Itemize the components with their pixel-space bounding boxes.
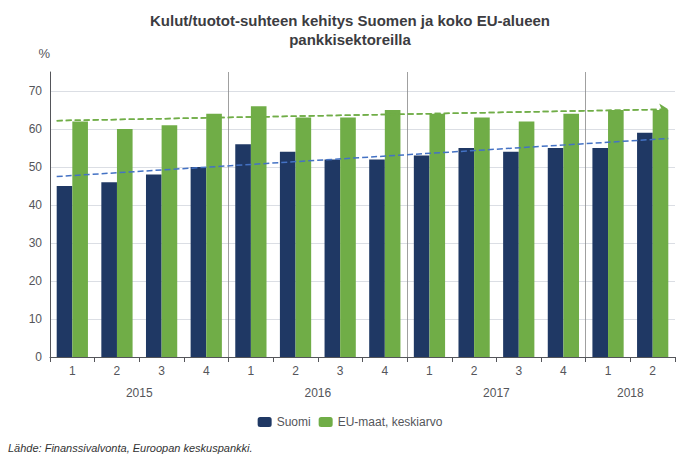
svg-text:30: 30 bbox=[29, 236, 43, 250]
svg-text:70: 70 bbox=[29, 84, 43, 98]
svg-text:20: 20 bbox=[29, 274, 43, 288]
svg-text:Suomi: Suomi bbox=[277, 415, 311, 429]
svg-text:60: 60 bbox=[29, 122, 43, 136]
svg-text:3: 3 bbox=[337, 364, 344, 378]
svg-text:10: 10 bbox=[29, 312, 43, 326]
svg-text:2: 2 bbox=[471, 364, 478, 378]
svg-text:4: 4 bbox=[560, 364, 567, 378]
svg-text:3: 3 bbox=[158, 364, 165, 378]
svg-text:2018: 2018 bbox=[617, 386, 644, 400]
svg-text:40: 40 bbox=[29, 198, 43, 212]
svg-text:%: % bbox=[38, 46, 50, 61]
svg-text:1: 1 bbox=[426, 364, 433, 378]
svg-text:4: 4 bbox=[203, 364, 210, 378]
svg-text:4: 4 bbox=[381, 364, 388, 378]
svg-text:1: 1 bbox=[248, 364, 255, 378]
svg-text:2: 2 bbox=[649, 364, 656, 378]
svg-text:Kulut/tuotot-suhteen kehitys S: Kulut/tuotot-suhteen kehitys Suomen ja k… bbox=[150, 12, 550, 29]
svg-text:50: 50 bbox=[29, 160, 43, 174]
svg-text:2: 2 bbox=[292, 364, 299, 378]
svg-text:pankkisektoreilla: pankkisektoreilla bbox=[289, 31, 411, 48]
svg-text:3: 3 bbox=[515, 364, 522, 378]
svg-text:1: 1 bbox=[69, 364, 76, 378]
svg-text:EU-maat, keskiarvo: EU-maat, keskiarvo bbox=[338, 415, 443, 429]
svg-text:2016: 2016 bbox=[305, 386, 332, 400]
svg-text:2017: 2017 bbox=[483, 386, 510, 400]
svg-text:Lähde: Finanssivalvonta, Euroo: Lähde: Finanssivalvonta, Euroopan keskus… bbox=[8, 442, 253, 454]
svg-text:1: 1 bbox=[605, 364, 612, 378]
svg-text:0: 0 bbox=[35, 350, 42, 364]
svg-text:2015: 2015 bbox=[126, 386, 153, 400]
svg-text:2: 2 bbox=[114, 364, 121, 378]
